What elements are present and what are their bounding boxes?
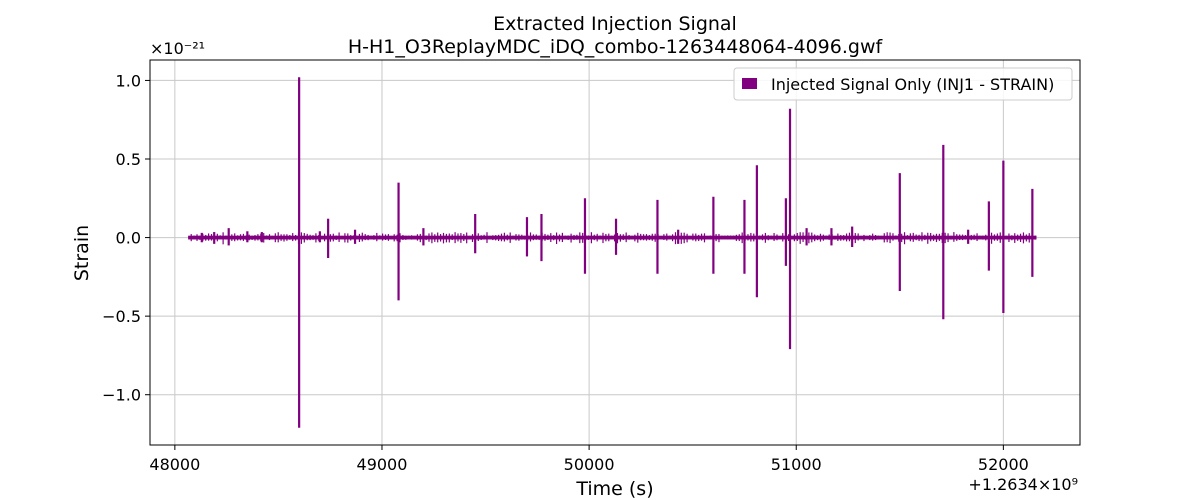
legend-label: Injected Signal Only (INJ1 - STRAIN) xyxy=(771,75,1054,94)
y-tick-label: −1.0 xyxy=(102,386,141,405)
signal-baseline xyxy=(188,235,1037,240)
plot-area xyxy=(188,77,1037,428)
y-axis: −1.0 −0.5 0.0 0.5 1.0 xyxy=(102,71,150,405)
x-axis-label: Time (s) xyxy=(575,478,653,500)
y-axis-label: Strain xyxy=(71,225,93,281)
legend-box xyxy=(733,67,1073,101)
x-tick-label: 50000 xyxy=(564,455,615,474)
y-tick-label: 1.0 xyxy=(116,71,141,90)
y-tick-label: 0.5 xyxy=(116,150,141,169)
legend-swatch xyxy=(742,78,757,89)
chart-title: Extracted Injection Signal xyxy=(493,13,737,35)
x-offset-label: +1.2634×10⁹ xyxy=(968,475,1078,494)
y-scale-label: ×10⁻²¹ xyxy=(150,39,205,58)
y-tick-label: 0.0 xyxy=(116,229,141,248)
axes-frame xyxy=(149,59,1081,446)
y-tick-label: −0.5 xyxy=(102,307,141,326)
x-axis: 48000 49000 50000 51000 52000 xyxy=(149,445,1029,474)
x-tick-label: 49000 xyxy=(357,455,408,474)
x-tick-label: 51000 xyxy=(771,455,822,474)
chart-subtitle: H-H1_O3ReplayMDC_iDQ_combo-1263448064-40… xyxy=(348,36,884,58)
legend: Injected Signal Only (INJ1 - STRAIN) xyxy=(733,67,1073,101)
x-tick-label: 48000 xyxy=(149,455,200,474)
x-tick-label: 52000 xyxy=(978,455,1029,474)
